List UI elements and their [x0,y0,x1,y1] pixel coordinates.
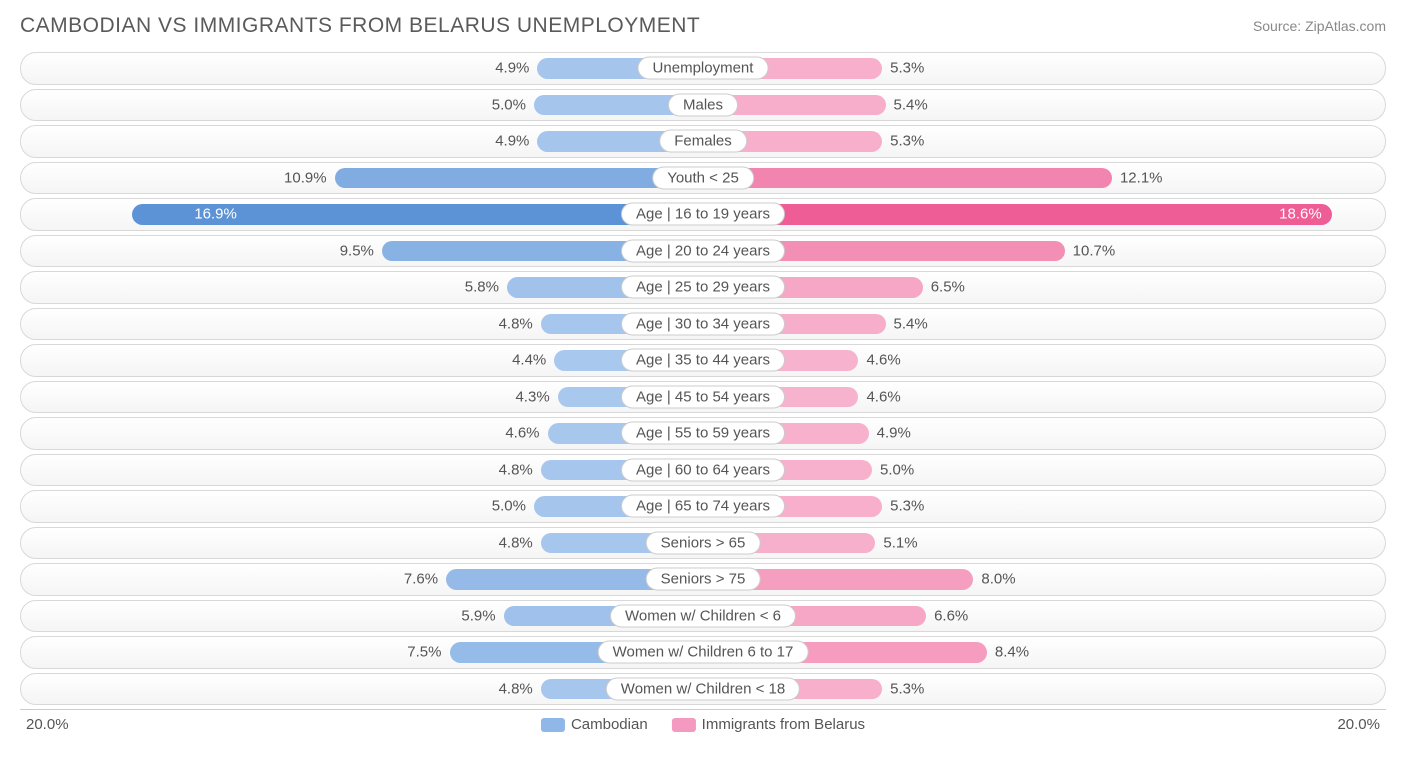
value-label-right: 5.3% [890,498,924,515]
bar-right [703,168,1112,189]
chart-row: 4.6% 4.9% Age | 55 to 59 years [20,417,1386,450]
value-label-right: 8.0% [981,571,1015,588]
axis-right-label: 20.0% [1337,716,1380,733]
axis-left-label: 20.0% [26,716,69,733]
value-label-left: 4.8% [499,461,533,478]
category-label: Age | 65 to 74 years [621,495,785,518]
category-label: Women w/ Children < 18 [606,677,800,700]
chart-row: 5.0% 5.3% Age | 65 to 74 years [20,490,1386,523]
value-label-left: 4.8% [499,534,533,551]
chart-legend: Cambodian Immigrants from Belarus [541,716,865,733]
value-label-left: 16.9% [184,206,237,223]
value-label-right: 12.1% [1120,169,1163,186]
chart-row: 5.0% 5.4% Males [20,89,1386,122]
chart-row: 4.9% 5.3% Unemployment [20,52,1386,85]
category-label: Youth < 25 [652,166,754,189]
chart-row: 4.3% 4.6% Age | 45 to 54 years [20,381,1386,414]
category-label: Women w/ Children 6 to 17 [598,641,809,664]
value-label-right: 5.1% [883,534,917,551]
category-label: Age | 35 to 44 years [621,349,785,372]
value-label-left: 5.0% [492,96,526,113]
category-label: Age | 55 to 59 years [621,422,785,445]
chart-row: 4.8% 5.1% Seniors > 65 [20,527,1386,560]
chart-row: 7.5% 8.4% Women w/ Children 6 to 17 [20,636,1386,669]
value-label-left: 5.8% [465,279,499,296]
legend-item-left: Cambodian [541,716,648,733]
chart-title: CAMBODIAN VS IMMIGRANTS FROM BELARUS UNE… [20,14,700,38]
chart-row: 10.9% 12.1% Youth < 25 [20,162,1386,195]
value-label-left: 10.9% [284,169,327,186]
value-label-left: 4.8% [499,680,533,697]
value-label-right: 5.4% [894,315,928,332]
legend-label-right: Immigrants from Belarus [702,716,865,733]
value-label-left: 4.6% [505,425,539,442]
value-label-right: 5.3% [890,60,924,77]
value-label-right: 6.5% [931,279,965,296]
chart-row: 16.9% 18.6% Age | 16 to 19 years [20,198,1386,231]
value-label-right: 5.4% [894,96,928,113]
value-label-right: 8.4% [995,644,1029,661]
value-label-right: 6.6% [934,607,968,624]
bar-left [335,168,703,189]
chart-header: CAMBODIAN VS IMMIGRANTS FROM BELARUS UNE… [0,0,1406,48]
value-label-right: 18.6% [1279,206,1332,223]
chart-area: 4.9% 5.3% Unemployment 5.0% 5.4% Males 4.9% 5.3… [0,48,1406,705]
category-label: Seniors > 75 [646,568,761,591]
legend-item-right: Immigrants from Belarus [672,716,865,733]
chart-row: 5.8% 6.5% Age | 25 to 29 years [20,271,1386,304]
category-label: Age | 30 to 34 years [621,312,785,335]
category-label: Age | 16 to 19 years [621,203,785,226]
chart-row: 4.8% 5.4% Age | 30 to 34 years [20,308,1386,341]
value-label-right: 5.3% [890,133,924,150]
value-label-right: 4.6% [866,352,900,369]
chart-row: 7.6% 8.0% Seniors > 75 [20,563,1386,596]
category-label: Age | 45 to 54 years [621,385,785,408]
chart-row: 4.9% 5.3% Females [20,125,1386,158]
value-label-left: 7.5% [407,644,441,661]
category-label: Age | 25 to 29 years [621,276,785,299]
chart-source: Source: ZipAtlas.com [1253,18,1386,34]
category-label: Males [668,93,738,116]
category-label: Unemployment [638,57,769,80]
chart-row: 4.4% 4.6% Age | 35 to 44 years [20,344,1386,377]
chart-row: 5.9% 6.6% Women w/ Children < 6 [20,600,1386,633]
category-label: Females [659,130,747,153]
value-label-left: 4.8% [499,315,533,332]
legend-label-left: Cambodian [571,716,648,733]
value-label-left: 7.6% [404,571,438,588]
category-label: Seniors > 65 [646,531,761,554]
chart-row: 4.8% 5.3% Women w/ Children < 18 [20,673,1386,706]
legend-swatch-right [672,718,696,732]
chart-row: 9.5% 10.7% Age | 20 to 24 years [20,235,1386,268]
bar-right [703,204,1332,225]
value-label-right: 4.6% [866,388,900,405]
value-label-right: 5.0% [880,461,914,478]
category-label: Women w/ Children < 6 [610,604,796,627]
legend-swatch-left [541,718,565,732]
value-label-left: 4.9% [495,133,529,150]
value-label-left: 9.5% [340,242,374,259]
value-label-left: 4.4% [512,352,546,369]
chart-row: 4.8% 5.0% Age | 60 to 64 years [20,454,1386,487]
value-label-right: 4.9% [877,425,911,442]
value-label-right: 5.3% [890,680,924,697]
value-label-right: 10.7% [1073,242,1116,259]
category-label: Age | 60 to 64 years [621,458,785,481]
value-label-left: 5.9% [461,607,495,624]
value-label-left: 5.0% [492,498,526,515]
value-label-left: 4.3% [515,388,549,405]
value-label-left: 4.9% [495,60,529,77]
chart-footer: 20.0% Cambodian Immigrants from Belarus … [0,710,1406,733]
category-label: Age | 20 to 24 years [621,239,785,262]
